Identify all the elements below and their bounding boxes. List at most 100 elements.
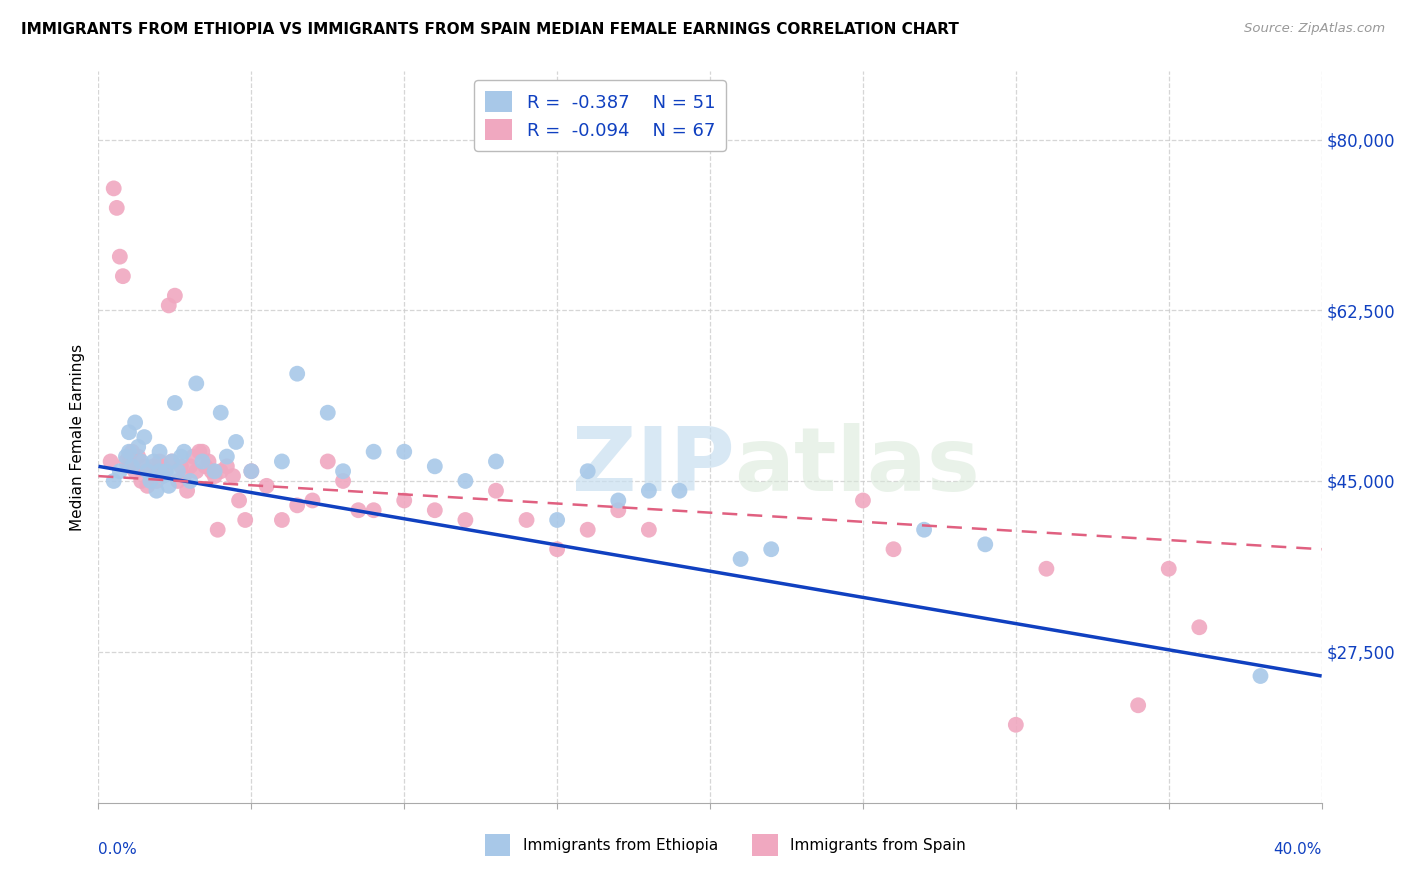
Point (155, 464, 177, 478)
Point (103, 181, 125, 195)
Point (576, 464, 599, 478)
Point (347, 503, 370, 517)
Point (155, 464, 177, 478)
Point (363, 444, 385, 458)
Point (233, 513, 256, 527)
Point (149, 464, 172, 478)
Point (546, 513, 568, 527)
Point (149, 444, 172, 458)
Point (181, 450, 204, 464)
Text: 0.0%: 0.0% (98, 842, 138, 857)
Point (1035, 562, 1057, 576)
Text: Immigrants from Spain: Immigrants from Spain (790, 838, 966, 853)
Point (225, 434, 247, 449)
Point (240, 464, 263, 478)
Point (100, 454, 122, 468)
Point (332, 464, 354, 478)
Point (157, 298, 180, 312)
Point (194, 459, 217, 474)
Point (142, 459, 165, 474)
Point (121, 459, 143, 474)
Point (912, 523, 935, 537)
Point (139, 474, 162, 488)
Point (105, 201, 128, 215)
Point (167, 464, 190, 478)
Point (108, 250, 131, 264)
Point (173, 444, 195, 458)
Point (240, 464, 263, 478)
Point (108, 464, 131, 478)
Point (179, 474, 201, 488)
Point (637, 523, 661, 537)
Point (170, 459, 193, 474)
Point (228, 493, 250, 508)
Point (173, 469, 195, 483)
Y-axis label: Median Female Earnings: Median Female Earnings (70, 343, 86, 531)
Point (363, 503, 385, 517)
Point (637, 483, 661, 498)
Point (160, 454, 183, 468)
Point (301, 493, 323, 508)
Text: Source: ZipAtlas.com: Source: ZipAtlas.com (1244, 22, 1385, 36)
Point (516, 513, 538, 527)
Point (129, 474, 152, 488)
Point (974, 537, 997, 551)
Point (134, 430, 156, 444)
Point (129, 454, 152, 468)
Point (883, 542, 905, 557)
Point (124, 416, 146, 430)
Point (270, 513, 292, 527)
Point (152, 459, 174, 474)
Point (215, 459, 238, 474)
Point (115, 454, 138, 468)
Point (134, 459, 156, 474)
Point (1249, 669, 1271, 683)
Point (170, 450, 193, 464)
Point (392, 444, 416, 458)
Point (152, 469, 174, 483)
Point (191, 444, 214, 458)
Point (163, 288, 186, 302)
Point (607, 503, 630, 517)
Point (118, 425, 141, 440)
Point (136, 479, 159, 493)
Text: ZIP: ZIP (572, 423, 734, 510)
Point (256, 479, 278, 493)
Point (546, 542, 568, 557)
Point (179, 459, 201, 474)
Point (316, 406, 339, 420)
Point (127, 450, 149, 464)
Point (160, 454, 183, 468)
Point (200, 464, 222, 478)
Point (118, 459, 141, 474)
Point (485, 454, 508, 468)
Legend: R =  -0.387    N = 51, R =  -0.094    N = 67: R = -0.387 N = 51, R = -0.094 N = 67 (474, 80, 725, 151)
Point (118, 450, 141, 464)
Point (454, 474, 477, 488)
Point (204, 464, 226, 478)
Point (186, 464, 208, 478)
Text: IMMIGRANTS FROM ETHIOPIA VS IMMIGRANTS FROM SPAIN MEDIAN FEMALE EARNINGS CORRELA: IMMIGRANTS FROM ETHIOPIA VS IMMIGRANTS F… (21, 22, 959, 37)
Point (207, 523, 229, 537)
Point (270, 454, 292, 468)
Point (668, 483, 690, 498)
Point (124, 464, 146, 478)
Point (215, 450, 238, 464)
Point (157, 479, 180, 493)
Point (209, 464, 232, 478)
Point (423, 459, 446, 474)
Point (188, 444, 211, 458)
Point (118, 444, 141, 458)
Point (139, 464, 162, 478)
Point (163, 396, 186, 410)
Point (316, 454, 339, 468)
Point (191, 454, 214, 468)
Point (1188, 620, 1211, 634)
Point (142, 454, 165, 468)
Point (222, 469, 245, 483)
Point (332, 474, 354, 488)
Point (759, 542, 782, 557)
Point (115, 450, 138, 464)
Point (111, 269, 134, 284)
Point (1128, 698, 1150, 713)
